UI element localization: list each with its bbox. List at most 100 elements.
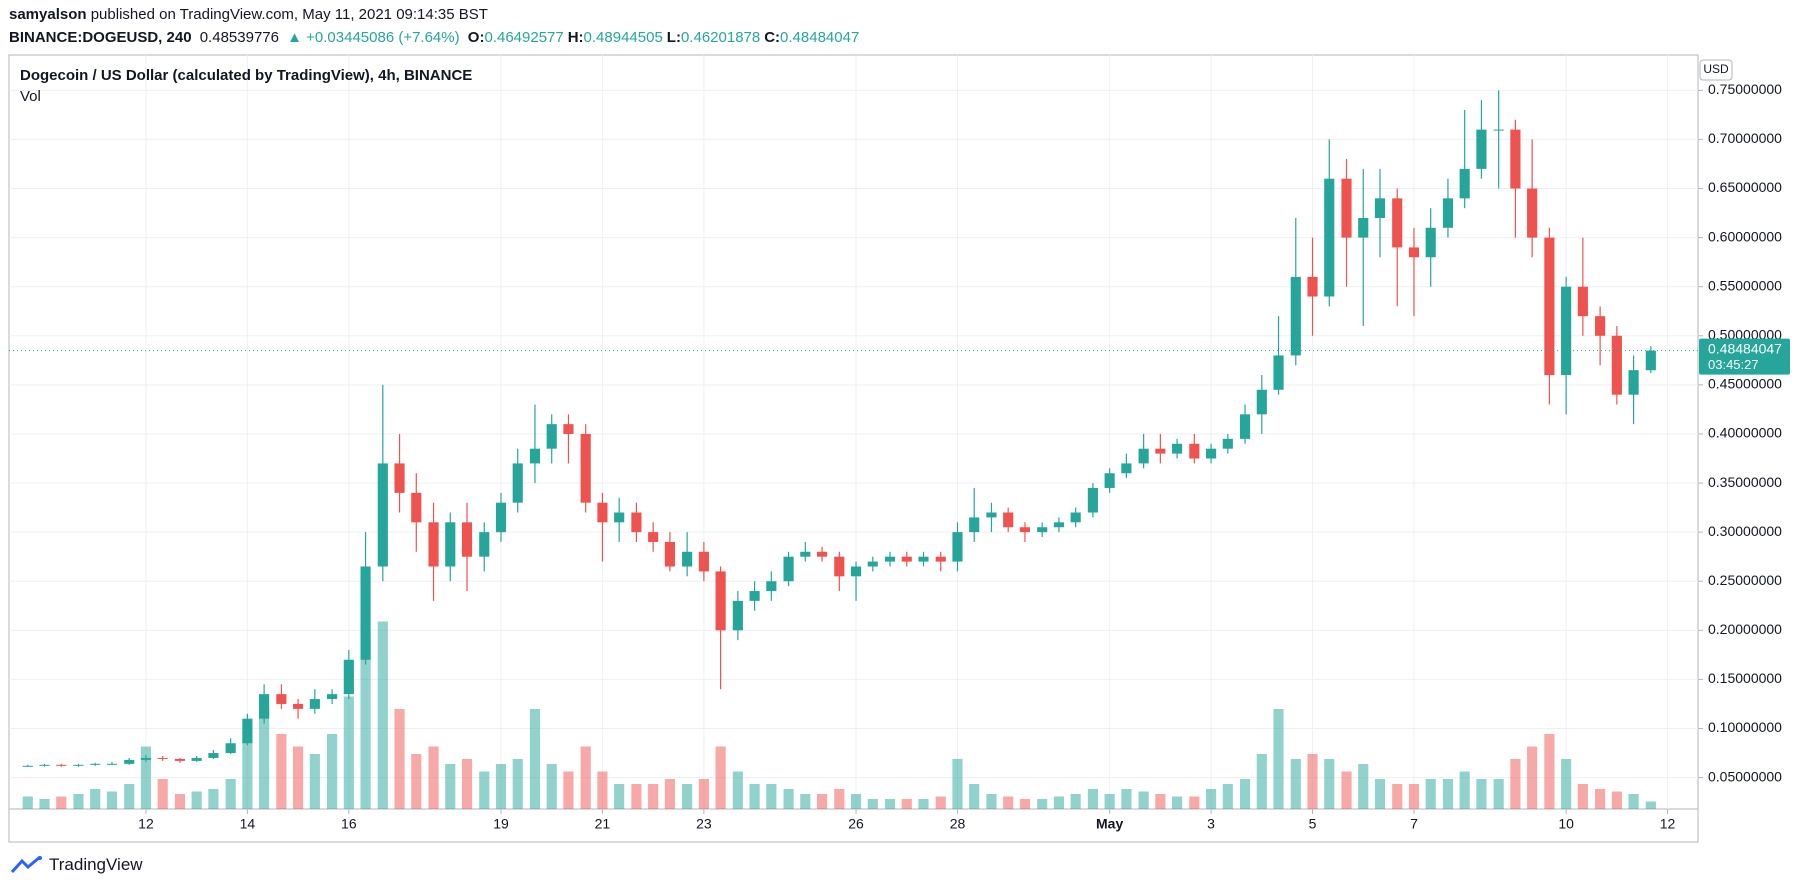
volume-bar: [631, 784, 642, 809]
volume-bar: [1628, 794, 1639, 809]
volume-bar: [1019, 799, 1031, 809]
volume-bar: [1206, 789, 1217, 809]
footer: TradingView: [10, 855, 143, 875]
volume-bar: [816, 794, 828, 809]
candle-body: [1425, 227, 1436, 258]
volume-bar: [546, 764, 557, 809]
candle-body: [1408, 247, 1420, 258]
candle-body: [1155, 448, 1166, 454]
candle-body: [884, 556, 896, 562]
volume-bar: [56, 796, 67, 809]
candle-body: [529, 448, 541, 464]
publish-line: samyalson published on TradingView.com, …: [9, 6, 488, 23]
candle-body: [495, 502, 507, 533]
volume-bar: [715, 746, 726, 809]
candle-body: [1239, 414, 1251, 439]
volume-bar: [935, 796, 946, 809]
candle-body: [850, 566, 862, 577]
volume-bar: [682, 784, 693, 809]
candle-body: [783, 556, 794, 582]
volume-bar: [512, 759, 523, 809]
candle-body: [1290, 276, 1301, 356]
candle-body: [360, 566, 371, 660]
chart-title: Dogecoin / US Dollar (calculated by Trad…: [20, 67, 472, 84]
candle-body: [682, 551, 693, 567]
volume-bar: [1172, 796, 1183, 809]
y-tick-label: 0.10000000: [1708, 719, 1782, 735]
candle-body: [546, 424, 557, 449]
last-price-box: [1699, 338, 1790, 375]
x-tick-label: 10: [1558, 816, 1574, 832]
candle-body: [191, 757, 202, 761]
candle-body: [1256, 389, 1267, 415]
candle-body: [834, 556, 845, 577]
x-tick-label: 19: [493, 816, 509, 832]
y-tick-label: 0.65000000: [1708, 179, 1782, 195]
x-tick-label: 7: [1410, 816, 1418, 832]
volume-bar: [1189, 796, 1200, 809]
candle-body: [986, 512, 997, 518]
volume-bar: [597, 771, 608, 809]
candle-body: [1138, 448, 1149, 464]
candle-body: [1206, 448, 1217, 459]
candle-body: [563, 424, 574, 434]
volume-bar: [22, 796, 33, 809]
volume-bar: [479, 771, 490, 809]
volume-bar: [1104, 794, 1115, 809]
candle-body: [106, 763, 118, 765]
volume-bar: [986, 794, 997, 809]
candle-body: [1053, 522, 1064, 528]
candle-body: [174, 758, 186, 761]
candle-body: [698, 551, 709, 572]
currency: USD: [1703, 62, 1729, 76]
volume-bar: [648, 784, 659, 809]
x-tick-label: 16: [341, 816, 357, 832]
y-tick-label: 0.60000000: [1708, 228, 1782, 244]
volume-bar: [411, 754, 422, 809]
volume-bar: [360, 634, 371, 809]
candle-body: [1459, 168, 1470, 199]
candle-body: [901, 556, 912, 562]
candle-body: [969, 517, 980, 533]
candle-body: [1037, 527, 1048, 533]
volume-bar: [901, 799, 912, 809]
volume-bar: [124, 784, 135, 809]
candle-body: [242, 718, 253, 744]
x-tick-label: 23: [696, 816, 712, 832]
y-tick-label: 0.75000000: [1708, 81, 1782, 97]
volume-bar: [1324, 759, 1335, 809]
symbol: BINANCE:DOGEUSD, 240: [9, 29, 192, 46]
volume-bar: [1476, 779, 1487, 809]
candle-body: [1273, 355, 1284, 390]
candle-body: [1189, 443, 1200, 459]
volume-bar: [39, 799, 50, 809]
volume-bar: [952, 759, 963, 809]
candle-body: [935, 556, 946, 562]
candle-body: [394, 463, 405, 493]
candle-body: [309, 699, 320, 709]
volume-bar: [327, 734, 338, 809]
ohlc-label: C:: [764, 29, 781, 46]
volume-bar: [309, 754, 320, 809]
candle-body: [208, 753, 219, 758]
volume-bar: [293, 746, 304, 809]
volume-bar: [783, 789, 794, 809]
axes: 0.05000000 0.10000000 0.15000000 0.20000000…: [138, 81, 1790, 832]
y-tick-label: 0.45000000: [1708, 376, 1782, 392]
volume-bar: [1138, 791, 1149, 809]
countdown: 03:45:27: [1708, 357, 1759, 372]
currency-box: [1699, 59, 1733, 81]
y-tick-label: 0.15000000: [1708, 670, 1782, 686]
volume-bar: [1442, 779, 1454, 809]
volume-bar: [174, 794, 186, 809]
volume-label: Vol: [20, 88, 41, 105]
candle-body: [428, 522, 439, 567]
volume-bar: [1155, 794, 1166, 809]
volume-bar: [90, 789, 101, 809]
volume-bar: [1527, 746, 1538, 809]
candle-layer: [9, 90, 1698, 767]
volume-bar: [732, 771, 743, 809]
y-tick-label: 0.55000000: [1708, 277, 1782, 293]
volume-bar: [1053, 796, 1064, 809]
